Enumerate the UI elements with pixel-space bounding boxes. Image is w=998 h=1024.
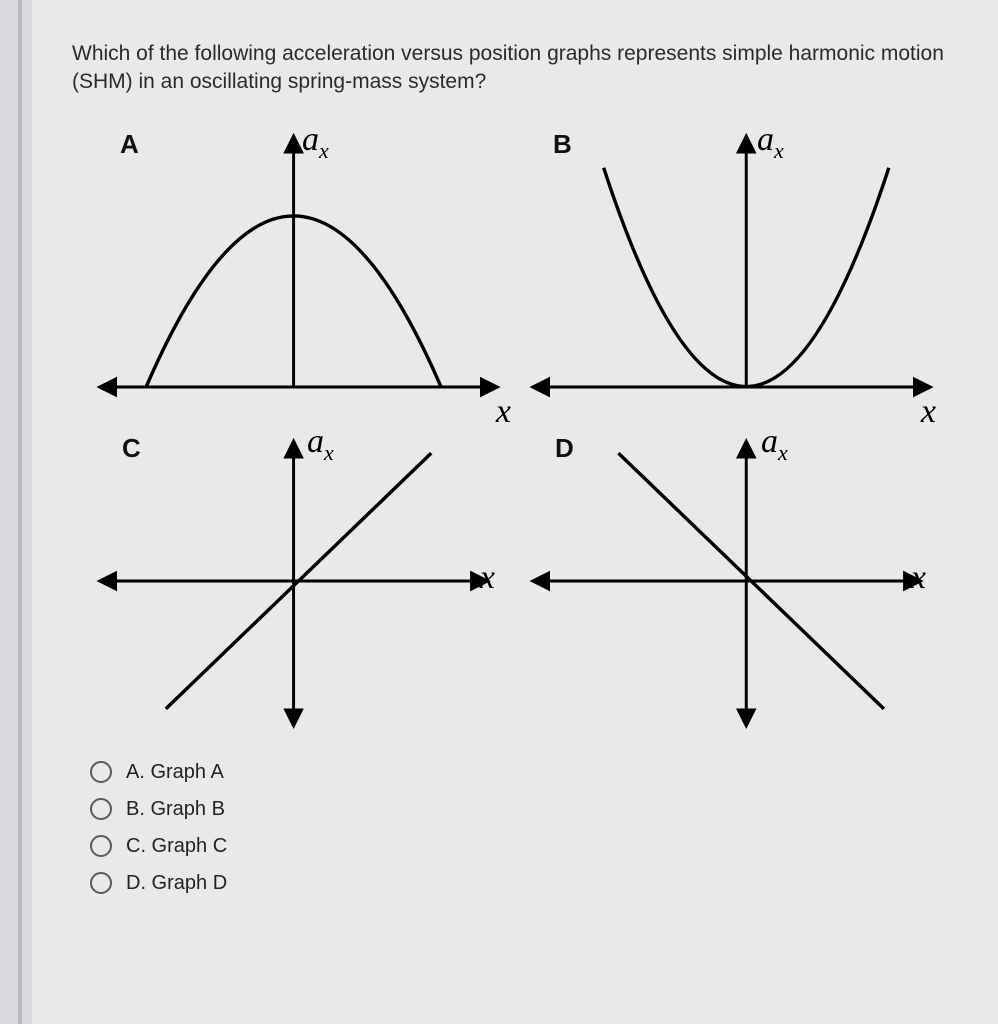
panel-a-svg xyxy=(92,121,505,421)
panel-d-x-axis-label: x xyxy=(911,559,926,597)
radio-icon xyxy=(90,761,112,783)
panel-a-x-axis-label: x xyxy=(496,393,511,431)
graph-panel-d: D ax x xyxy=(525,431,938,731)
radio-icon xyxy=(90,872,112,894)
radio-icon xyxy=(90,798,112,820)
panel-a-y-axis-label: ax xyxy=(302,121,329,164)
page-container: Which of the following acceleration vers… xyxy=(32,0,998,1024)
graph-panel-c: C ax x xyxy=(92,431,505,731)
panel-c-x-axis-label: x xyxy=(480,559,495,597)
graph-panel-b: B ax x xyxy=(525,121,938,421)
panel-c-label: C xyxy=(122,433,141,464)
option-a[interactable]: A. Graph A xyxy=(90,761,958,784)
panel-d-label: D xyxy=(555,433,574,464)
page-side-rule xyxy=(18,0,22,1024)
panel-b-y-axis-label: ax xyxy=(757,121,784,164)
option-b[interactable]: B. Graph B xyxy=(90,798,958,821)
graph-panel-a: A ax x xyxy=(92,121,505,421)
graphs-grid: A ax x B ax xyxy=(92,121,938,731)
question-text: Which of the following acceleration vers… xyxy=(72,40,958,97)
option-c-label: C. Graph C xyxy=(126,835,227,858)
panel-b-x-axis-label: x xyxy=(921,393,936,431)
panel-c-svg xyxy=(92,431,505,731)
radio-icon xyxy=(90,835,112,857)
option-b-label: B. Graph B xyxy=(126,798,225,821)
option-a-label: A. Graph A xyxy=(126,761,224,784)
option-c[interactable]: C. Graph C xyxy=(90,835,958,858)
panel-b-svg xyxy=(525,121,938,421)
panel-d-y-axis-label: ax xyxy=(761,423,788,466)
panel-d-svg xyxy=(525,431,938,731)
option-d[interactable]: D. Graph D xyxy=(90,872,958,895)
panel-c-y-axis-label: ax xyxy=(307,423,334,466)
panel-b-label: B xyxy=(553,129,572,160)
panel-a-label: A xyxy=(120,129,139,160)
option-d-label: D. Graph D xyxy=(126,872,227,895)
answer-options: A. Graph A B. Graph B C. Graph C D. Grap… xyxy=(72,761,958,895)
